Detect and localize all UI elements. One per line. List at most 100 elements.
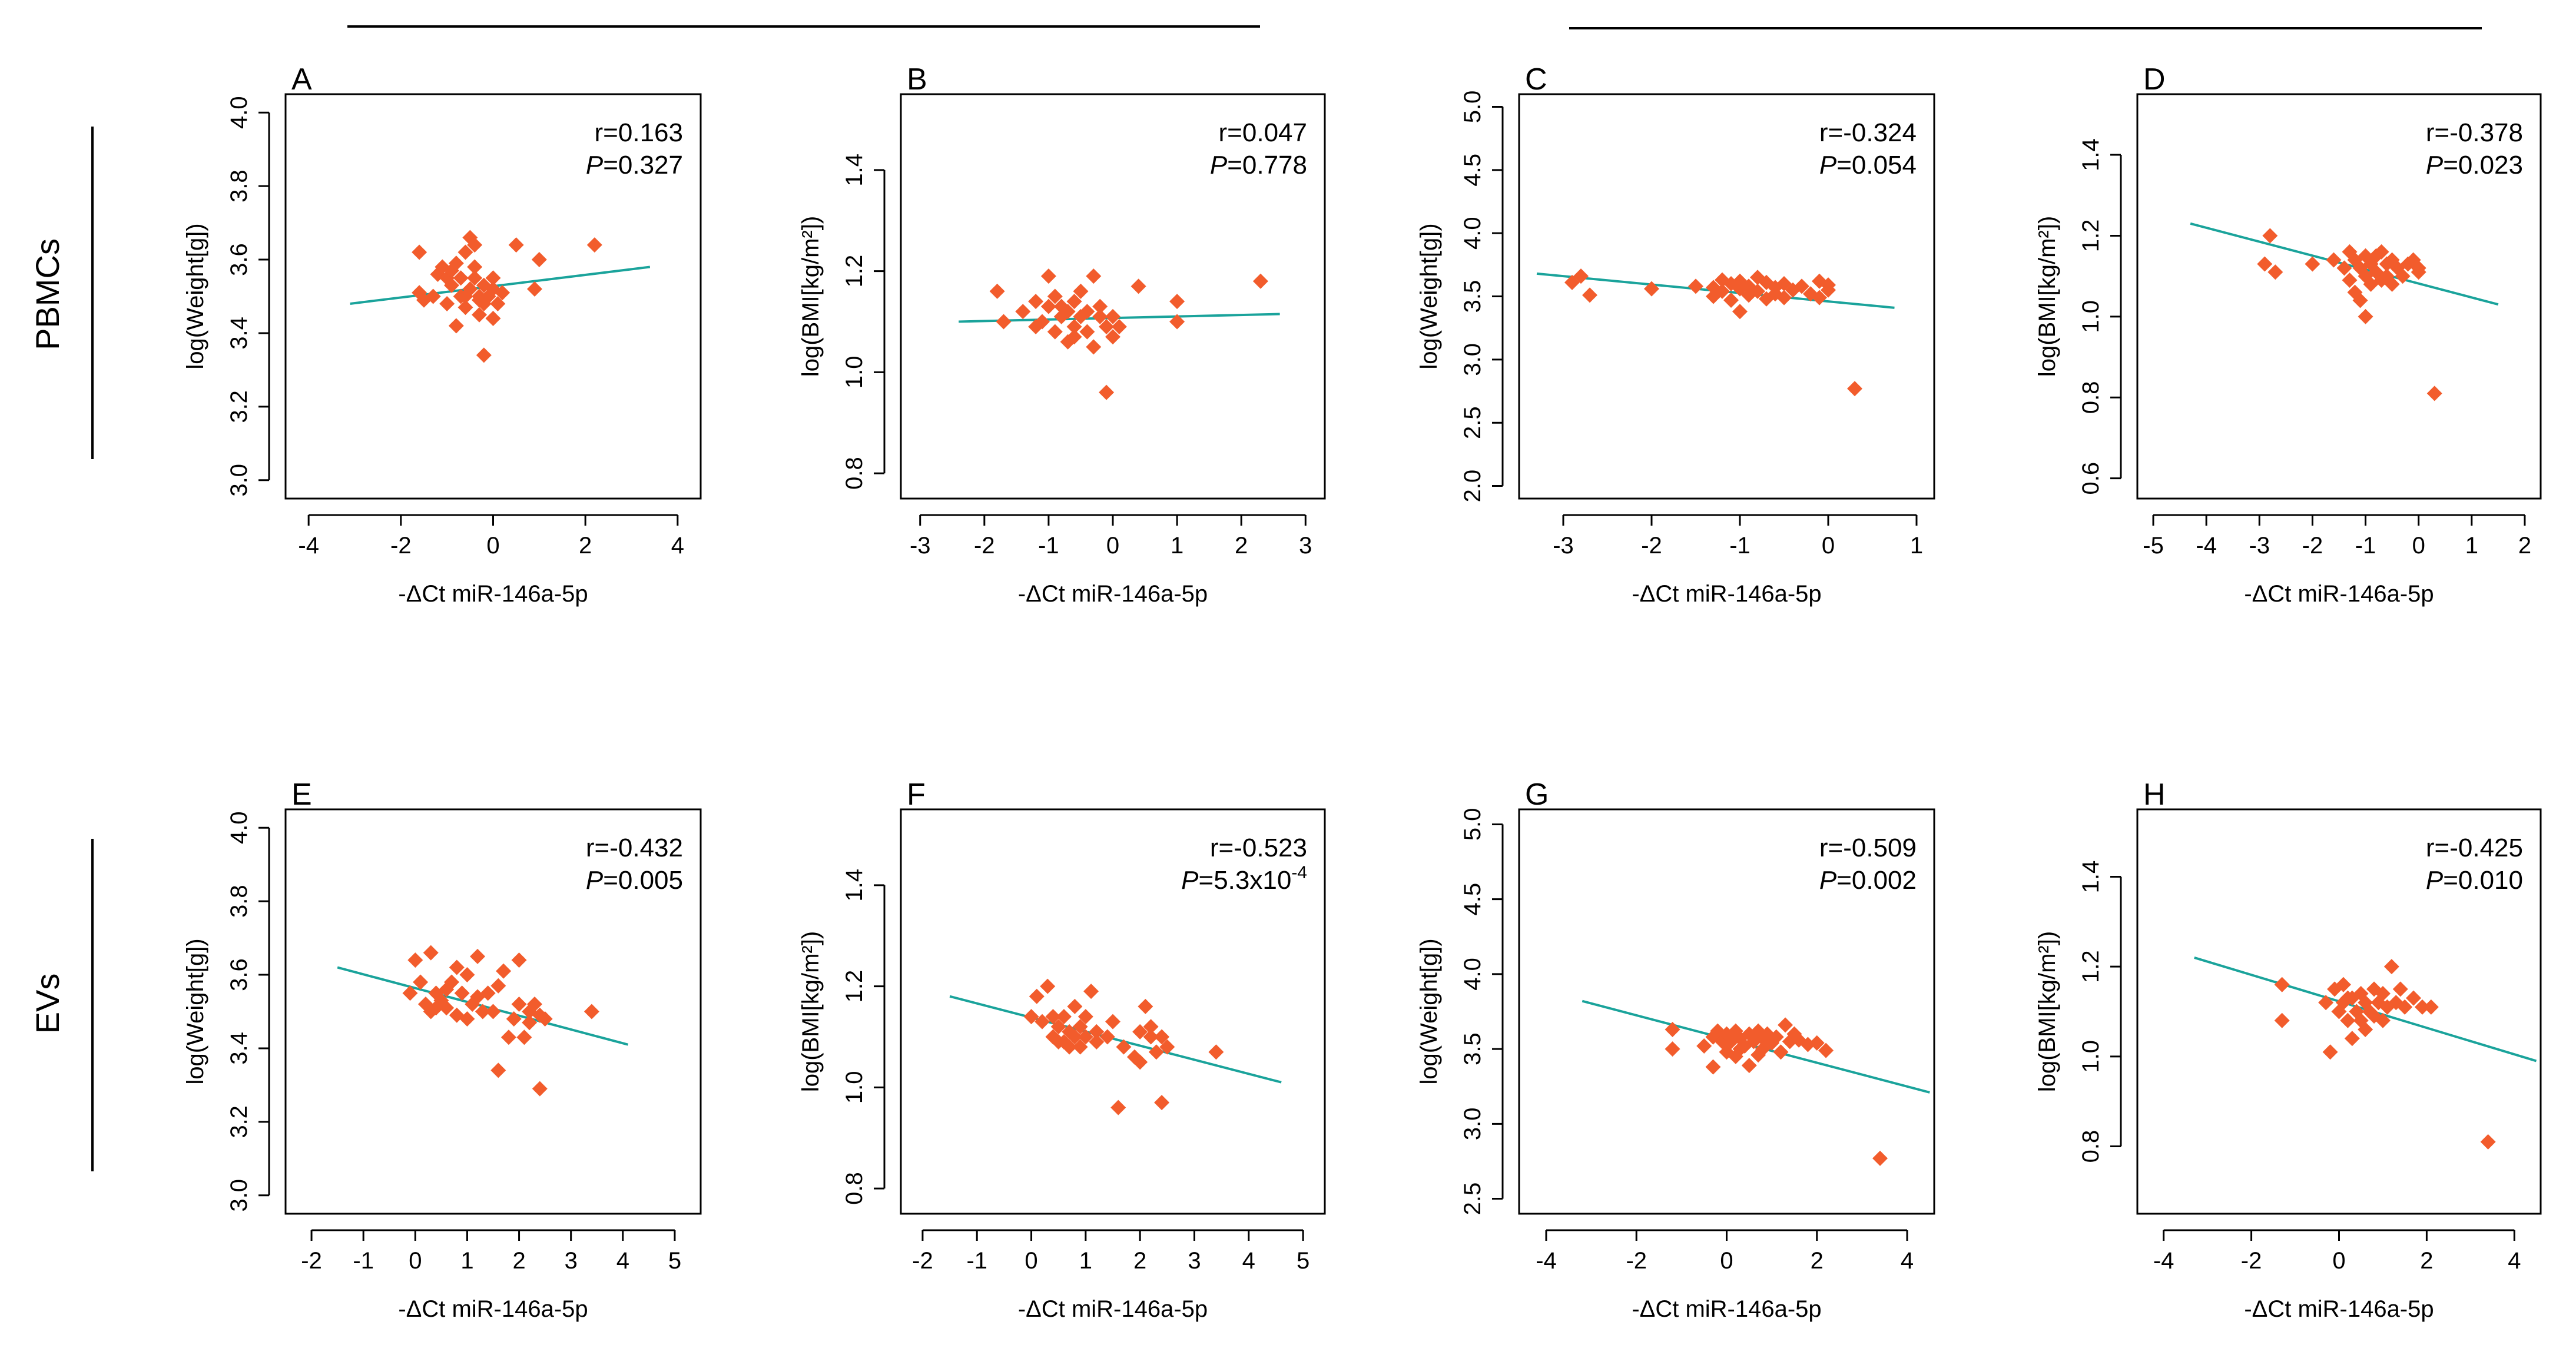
panel-e-letter: E xyxy=(291,778,312,812)
panel-c-data-point xyxy=(1776,290,1792,305)
panel-a: A -4 -2 0 2 4 -ΔCt miR-146a-5p 3.0 3.2 3.4 3.6 3.8 4… xyxy=(183,62,702,607)
panel-c-data-point xyxy=(1715,283,1730,299)
panel-a-data-point xyxy=(490,295,506,311)
panel-e-data-point xyxy=(490,1062,506,1078)
panel-f-y-tick-label: 0.8 xyxy=(841,1172,867,1205)
panel-a-y-tick-label: 3.2 xyxy=(226,390,252,423)
panel-f-data-point xyxy=(1116,1039,1132,1055)
panel-c-x-tick-label: -2 xyxy=(1641,533,1662,559)
panel-e-data-point xyxy=(527,997,542,1012)
panel-c-x-tick-label: 0 xyxy=(1822,533,1835,559)
panel-b-y-tick-label: 1.0 xyxy=(841,356,867,389)
panel-g-data-point xyxy=(1818,1042,1834,1058)
panel-g-frame xyxy=(1518,808,1935,1215)
panel-b-data-point xyxy=(1252,273,1268,289)
panel-a-data-point xyxy=(425,288,441,304)
panel-c-data-point xyxy=(1847,381,1862,397)
panel-a-y-tick-label: 3.0 xyxy=(226,464,252,497)
panel-f-data-point xyxy=(1078,1009,1093,1025)
panel-f-data-point xyxy=(1099,1029,1115,1045)
panel-e-data-point xyxy=(470,948,486,964)
panel-c-data-point xyxy=(1821,282,1836,298)
panel-g-data-point xyxy=(1665,1041,1680,1057)
panel-c-y-tick-label: 5.0 xyxy=(1460,91,1486,124)
panel-e-x-tick-label: -1 xyxy=(353,1248,374,1274)
panel-a-frame xyxy=(284,93,702,500)
panel-h-y-axis-title: log(BMI[kg/m²]) xyxy=(2034,931,2060,1092)
panel-b-data-point xyxy=(1169,314,1185,330)
panel-e-data-point xyxy=(511,997,527,1012)
panel-h-data-point xyxy=(2340,1012,2356,1028)
panel-f-data-point xyxy=(1078,1029,1093,1045)
panel-d-data-point xyxy=(2358,308,2373,324)
panel-e-data-point xyxy=(428,1000,444,1016)
panel-h-data-point xyxy=(2406,990,2422,1006)
panel-a-data-point xyxy=(472,292,487,308)
panel-f-x-axis-title: -ΔCt miR-146a-5p xyxy=(1018,1296,1208,1322)
panel-b-data-point xyxy=(1079,324,1095,340)
panel-d-data-point xyxy=(2426,386,2442,401)
panel-g-data-point xyxy=(1732,1041,1748,1057)
panel-d-x-tick-label: -1 xyxy=(2355,533,2376,559)
panel-f-data-point xyxy=(1067,1029,1083,1045)
panel-b-letter: B xyxy=(907,62,927,97)
panel-e-x-tick-label: 0 xyxy=(409,1248,422,1274)
panel-d-data-point xyxy=(2373,244,2389,260)
panel-d-data-point xyxy=(2336,260,2352,276)
panel-h-data-point xyxy=(2383,959,2399,975)
panel-d-frame xyxy=(2136,93,2542,500)
panel-b-data-point xyxy=(1040,298,1056,314)
panel-d-letter: D xyxy=(2143,62,2166,97)
panel-h-p-number: =0.010 xyxy=(2443,866,2523,895)
panel-b-data-point xyxy=(1060,304,1076,320)
panel-c-r-value: r=-0.324 xyxy=(1819,118,1917,147)
panel-c-y-tick-label: 4.5 xyxy=(1460,154,1486,187)
panel-f-x-tick-label: 0 xyxy=(1025,1248,1037,1274)
panel-c-x-tick-label: 1 xyxy=(1910,533,1923,559)
panel-b-x-tick-label: 2 xyxy=(1235,533,1248,559)
panel-c-y-tick-label: 3.5 xyxy=(1460,280,1486,313)
panel-a-x-tick-label: -2 xyxy=(390,533,412,559)
panel-a-data-point xyxy=(448,255,464,271)
panel-b-data-point xyxy=(1047,324,1063,340)
panel-a-data-point xyxy=(527,281,542,297)
panel-h-x-tick-label: -2 xyxy=(2241,1248,2262,1274)
panel-g-data-point xyxy=(1778,1017,1793,1033)
panel-h-x-tick-label: 4 xyxy=(2508,1248,2521,1274)
panel-c-y-tick-label: 4.0 xyxy=(1460,217,1486,250)
panel-d-data-point xyxy=(2411,264,2426,280)
panel-a-y-axis-title: log(Weight[g]) xyxy=(183,223,208,369)
panel-e-data-point xyxy=(423,945,439,961)
panel-f-frame xyxy=(900,808,1326,1215)
panel-c-x-tick-label: -1 xyxy=(1729,533,1751,559)
panel-a-data-point xyxy=(467,259,483,275)
panel-e-data-point xyxy=(522,1015,538,1031)
panel-f-data-point xyxy=(1089,1024,1105,1040)
panel-b-y-tick-label: 1.2 xyxy=(841,255,867,288)
panel-b-r-value: r=0.047 xyxy=(1219,118,1307,147)
panel-e-data-point xyxy=(511,952,527,968)
panel-h-data-point xyxy=(2423,999,2439,1015)
panel-g-x-tick-label: 0 xyxy=(1720,1248,1733,1274)
panel-a-data-point xyxy=(476,347,492,363)
panel-g-y-tick-label: 2.5 xyxy=(1460,1183,1486,1215)
panel-b-x-axis-title: -ΔCt miR-146a-5p xyxy=(1018,581,1208,607)
panel-h-x-axis-title: -ΔCt miR-146a-5p xyxy=(2244,1296,2434,1322)
panel-a-data-point xyxy=(448,318,464,334)
panel-e-data-point xyxy=(532,1081,548,1097)
panel-d: D -5 -4 -3 -2 -1 0 1 2 -ΔCt miR-146a-5p 0.6 0.8 1.0 1… xyxy=(2034,62,2542,607)
panel-a-data-point xyxy=(457,300,473,315)
panel-a-y-tick-label: 4.0 xyxy=(226,96,252,129)
panel-e-y-tick-label: 3.8 xyxy=(226,885,252,918)
panel-b-data-point xyxy=(1086,339,1102,355)
panel-h-data-point xyxy=(2274,1012,2290,1028)
panel-e-data-point xyxy=(413,974,429,990)
panel-c-p-value: P=0.054 xyxy=(1819,151,1917,180)
panel-f-r-value: r=-0.523 xyxy=(1210,833,1307,862)
panel-g-x-tick-label: -2 xyxy=(1626,1248,1647,1274)
panel-f-data-point xyxy=(1089,1034,1105,1050)
panel-b-data-point xyxy=(1073,283,1089,299)
panel-e-data-point xyxy=(500,1029,516,1045)
panel-f-p-number: =5.3x10 xyxy=(1199,866,1292,895)
